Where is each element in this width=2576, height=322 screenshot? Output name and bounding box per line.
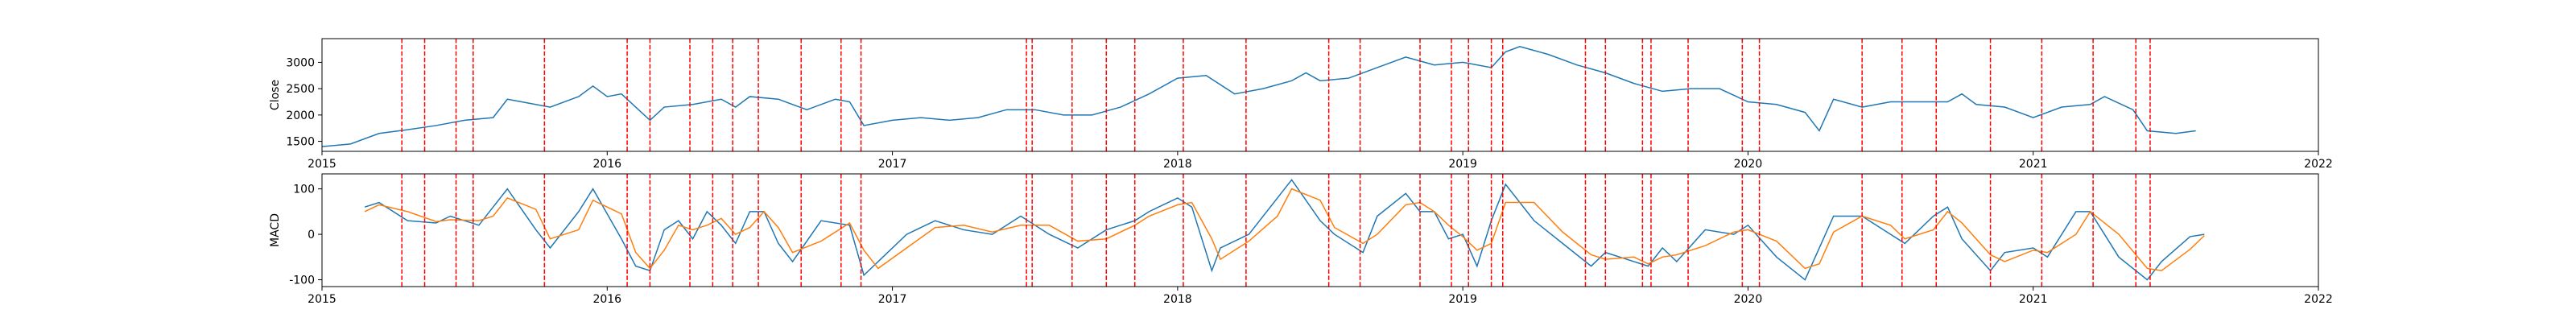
plot-area — [322, 39, 2196, 151]
plot-area — [364, 174, 2205, 287]
y-axis-label: MACD — [269, 213, 282, 247]
series-line — [364, 188, 2205, 272]
axes-frame — [321, 173, 2319, 287]
axes-frame — [321, 38, 2319, 152]
series-line — [364, 179, 2205, 281]
y-tick-label: -100 — [289, 275, 315, 287]
y-tick-label: 3000 — [286, 56, 315, 69]
x-tick-label: 2015 — [308, 158, 336, 171]
x-tick-label: 2021 — [2019, 158, 2048, 171]
x-tick-label: 2016 — [592, 158, 621, 171]
x-tick-label: 2018 — [1163, 158, 1192, 171]
x-tick-label: 2022 — [2304, 158, 2333, 171]
y-tick-label: 1500 — [286, 136, 315, 149]
subplot: 2015 2016 2017 2018 2019 2020 2021 2022 1500 2000… — [269, 38, 2333, 171]
y-tick-label: 2500 — [286, 83, 315, 96]
x-tick-label: 2015 — [308, 293, 336, 306]
x-tick-label: 2016 — [592, 293, 621, 306]
x-tick-label: 2017 — [878, 293, 907, 306]
x-tick-label: 2019 — [1448, 158, 1477, 171]
subplot: 2015 2016 2017 2018 2019 2020 2021 2022 -100 0 100… — [269, 173, 2333, 306]
y-tick-label: 100 — [293, 184, 315, 196]
x-tick-label: 2020 — [1734, 293, 1763, 306]
y-tick-label: 2000 — [286, 109, 315, 122]
x-tick-label: 2018 — [1163, 293, 1192, 306]
x-tick-label: 2020 — [1734, 158, 1763, 171]
y-axis-label: Close — [269, 80, 282, 110]
x-tick-label: 2019 — [1448, 293, 1477, 306]
x-tick-label: 2017 — [878, 158, 907, 171]
x-tick-label: 2022 — [2304, 293, 2333, 306]
y-tick-label: 0 — [308, 229, 315, 242]
series-line — [322, 46, 2196, 147]
x-tick-label: 2021 — [2019, 293, 2048, 306]
